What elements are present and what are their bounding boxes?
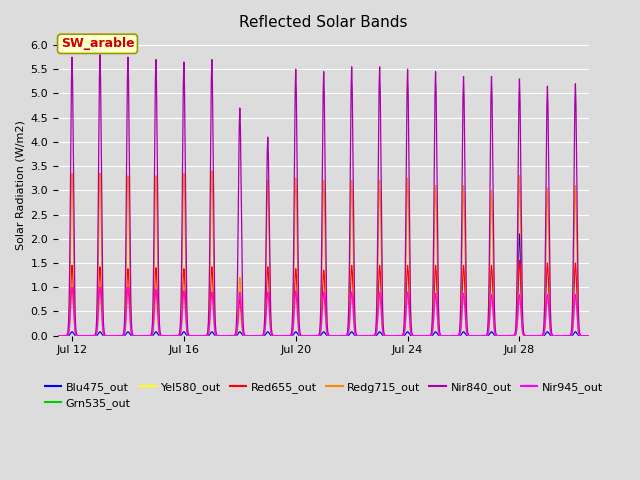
Redg715_out bbox=[208, 168, 216, 174]
Nir840_out bbox=[250, 333, 258, 338]
Nir840_out bbox=[96, 52, 104, 58]
Blu475_out bbox=[585, 333, 593, 338]
Text: SW_arable: SW_arable bbox=[61, 37, 134, 50]
Grn535_out bbox=[241, 333, 249, 338]
Red655_out bbox=[516, 258, 524, 264]
Blu475_out bbox=[368, 333, 376, 338]
Line: Yel580_out: Yel580_out bbox=[58, 294, 589, 336]
Line: Grn535_out: Grn535_out bbox=[58, 294, 589, 336]
Grn535_out bbox=[498, 333, 506, 338]
Yel580_out bbox=[222, 333, 230, 338]
Redg715_out bbox=[241, 333, 249, 338]
Red655_out bbox=[302, 333, 310, 338]
Grn535_out bbox=[585, 333, 593, 338]
Redg715_out bbox=[585, 333, 593, 338]
Nir945_out bbox=[54, 333, 62, 338]
Blu475_out bbox=[301, 333, 309, 338]
Line: Redg715_out: Redg715_out bbox=[58, 171, 589, 336]
Red655_out bbox=[167, 333, 175, 338]
Redg715_out bbox=[369, 333, 377, 338]
Grn535_out bbox=[68, 291, 76, 297]
Redg715_out bbox=[302, 333, 310, 338]
Yel580_out bbox=[168, 333, 175, 338]
Yel580_out bbox=[390, 333, 397, 338]
Grn535_out bbox=[222, 333, 230, 338]
Red655_out bbox=[241, 333, 248, 338]
Blu475_out bbox=[388, 333, 396, 338]
Blu475_out bbox=[167, 333, 175, 338]
Red655_out bbox=[54, 333, 62, 338]
Yel580_out bbox=[369, 333, 377, 338]
Grn535_out bbox=[54, 333, 62, 338]
Nir945_out bbox=[168, 333, 175, 338]
Blu475_out bbox=[240, 333, 248, 338]
Line: Nir945_out: Nir945_out bbox=[58, 287, 589, 336]
Yel580_out bbox=[68, 291, 76, 297]
Nir945_out bbox=[369, 333, 376, 338]
Grn535_out bbox=[168, 333, 175, 338]
Nir945_out bbox=[585, 333, 593, 338]
Grn535_out bbox=[302, 333, 310, 338]
Red655_out bbox=[222, 333, 230, 338]
Blu475_out bbox=[54, 333, 62, 338]
Redg715_out bbox=[498, 333, 506, 338]
Nir840_out bbox=[585, 333, 593, 338]
Nir840_out bbox=[168, 333, 175, 338]
Yel580_out bbox=[585, 333, 593, 338]
Title: Reflected Solar Bands: Reflected Solar Bands bbox=[239, 15, 408, 30]
Blu475_out bbox=[516, 231, 524, 237]
Nir840_out bbox=[369, 333, 377, 338]
Yel580_out bbox=[302, 333, 310, 338]
Nir945_out bbox=[68, 284, 76, 290]
Nir840_out bbox=[390, 333, 397, 338]
Nir945_out bbox=[389, 333, 397, 338]
Y-axis label: Solar Radiation (W/m2): Solar Radiation (W/m2) bbox=[15, 120, 25, 251]
Nir840_out bbox=[498, 333, 506, 338]
Redg715_out bbox=[167, 333, 175, 338]
Line: Red655_out: Red655_out bbox=[58, 261, 589, 336]
Line: Nir840_out: Nir840_out bbox=[58, 55, 589, 336]
Grn535_out bbox=[369, 333, 377, 338]
Yel580_out bbox=[498, 333, 506, 338]
Red655_out bbox=[585, 333, 593, 338]
Blu475_out bbox=[497, 333, 505, 338]
Red655_out bbox=[497, 333, 505, 338]
Nir945_out bbox=[302, 333, 310, 338]
Redg715_out bbox=[222, 333, 230, 338]
Redg715_out bbox=[390, 333, 397, 338]
Nir945_out bbox=[241, 333, 248, 338]
Nir945_out bbox=[474, 333, 481, 338]
Red655_out bbox=[389, 333, 397, 338]
Yel580_out bbox=[54, 333, 62, 338]
Legend: Blu475_out, Grn535_out, Yel580_out, Red655_out, Redg715_out, Nir840_out, Nir945_: Blu475_out, Grn535_out, Yel580_out, Red6… bbox=[40, 377, 607, 413]
Nir945_out bbox=[498, 333, 506, 338]
Nir840_out bbox=[54, 333, 62, 338]
Red655_out bbox=[369, 333, 376, 338]
Grn535_out bbox=[390, 333, 397, 338]
Redg715_out bbox=[54, 333, 62, 338]
Line: Blu475_out: Blu475_out bbox=[58, 234, 589, 336]
Nir840_out bbox=[241, 332, 248, 337]
Yel580_out bbox=[241, 333, 249, 338]
Nir840_out bbox=[302, 333, 310, 338]
